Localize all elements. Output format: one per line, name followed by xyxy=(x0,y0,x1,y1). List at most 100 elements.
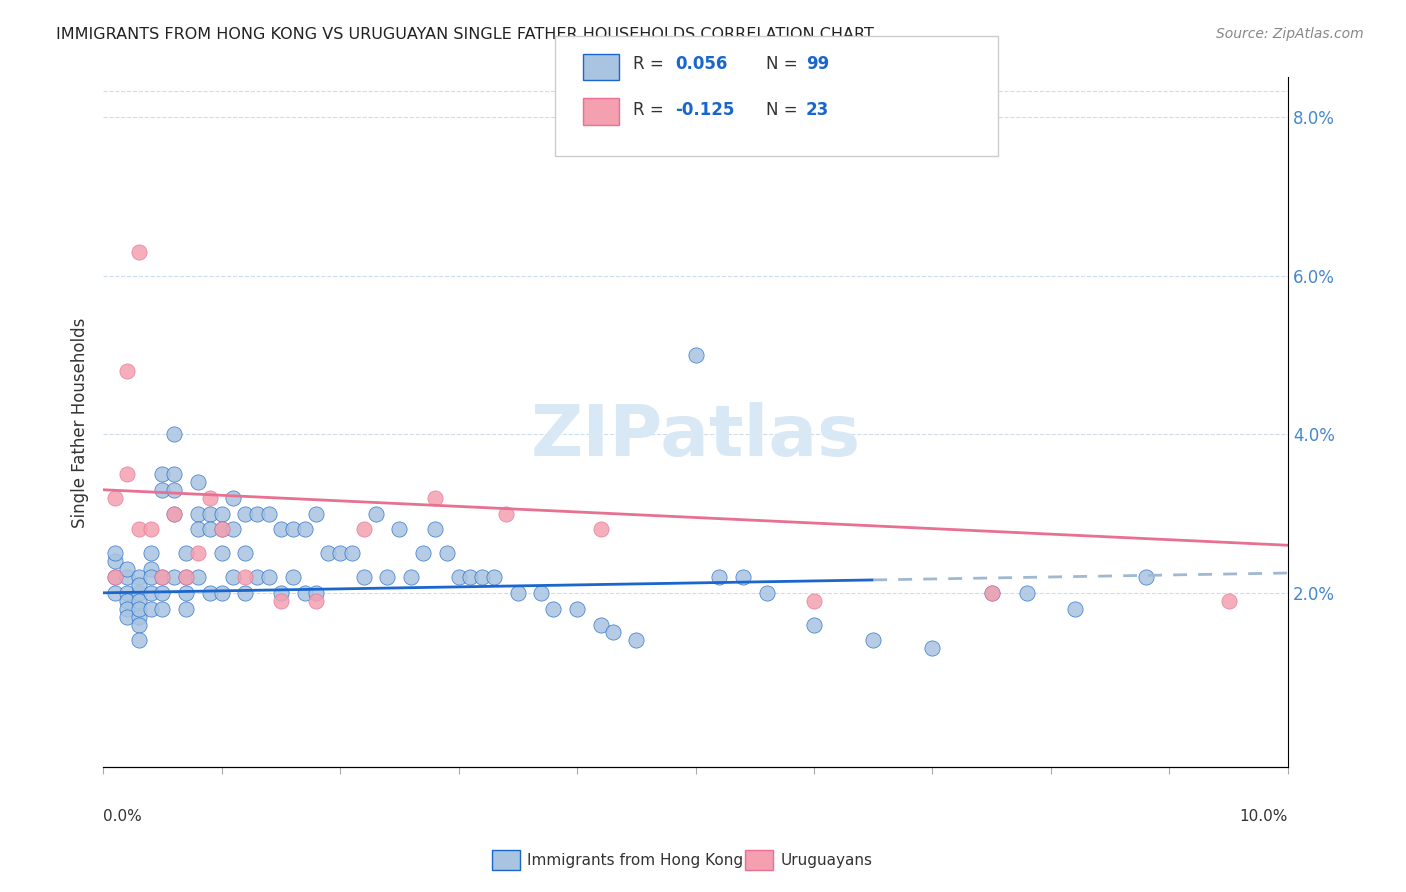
Point xyxy=(281,570,304,584)
Point xyxy=(139,601,162,615)
Point xyxy=(115,593,138,607)
Point xyxy=(222,522,245,536)
Text: Source: ZipAtlas.com: Source: ZipAtlas.com xyxy=(1216,27,1364,41)
Point xyxy=(198,522,221,536)
Point xyxy=(270,593,292,607)
Point xyxy=(340,546,363,560)
Point xyxy=(104,570,127,584)
Point xyxy=(163,467,186,481)
Point xyxy=(115,570,138,584)
Text: 99: 99 xyxy=(806,55,830,73)
Point xyxy=(128,601,150,615)
Point xyxy=(128,570,150,584)
Point xyxy=(980,586,1002,600)
Point xyxy=(150,483,173,497)
Point xyxy=(1017,586,1039,600)
Point xyxy=(589,617,612,632)
Point xyxy=(211,522,233,536)
Point xyxy=(482,570,505,584)
Point xyxy=(198,507,221,521)
Text: Uruguayans: Uruguayans xyxy=(780,854,872,868)
Point xyxy=(316,546,339,560)
Point xyxy=(305,586,328,600)
Point xyxy=(329,546,352,560)
Point xyxy=(187,475,209,489)
Point xyxy=(139,570,162,584)
Point xyxy=(506,586,529,600)
Point xyxy=(709,570,731,584)
Text: N =: N = xyxy=(766,55,803,73)
Point xyxy=(803,593,825,607)
Point xyxy=(174,570,197,584)
Point xyxy=(270,522,292,536)
Point xyxy=(399,570,422,584)
Text: 0.0%: 0.0% xyxy=(103,809,142,823)
Point xyxy=(246,570,269,584)
Y-axis label: Single Father Households: Single Father Households xyxy=(72,318,89,527)
Point xyxy=(163,483,186,497)
Point xyxy=(128,586,150,600)
Point xyxy=(222,570,245,584)
Point xyxy=(1135,570,1157,584)
Point xyxy=(174,601,197,615)
Point xyxy=(294,522,316,536)
Point xyxy=(353,570,375,584)
Text: Immigrants from Hong Kong: Immigrants from Hong Kong xyxy=(527,854,744,868)
Point xyxy=(139,522,162,536)
Point xyxy=(412,546,434,560)
Point xyxy=(364,507,387,521)
Point xyxy=(1218,593,1240,607)
Point xyxy=(163,427,186,442)
Point xyxy=(233,507,256,521)
Point xyxy=(198,491,221,505)
Point xyxy=(543,601,565,615)
Point xyxy=(530,586,553,600)
Text: 23: 23 xyxy=(806,101,830,119)
Point xyxy=(104,554,127,568)
Point xyxy=(803,617,825,632)
Point xyxy=(187,546,209,560)
Point xyxy=(423,522,446,536)
Text: ZIPatlas: ZIPatlas xyxy=(530,401,860,471)
Point xyxy=(150,467,173,481)
Point xyxy=(128,578,150,592)
Point xyxy=(495,507,517,521)
Point xyxy=(921,641,943,656)
Point xyxy=(104,546,127,560)
Text: N =: N = xyxy=(766,101,803,119)
Point xyxy=(353,522,375,536)
Point xyxy=(128,609,150,624)
Point xyxy=(198,586,221,600)
Point xyxy=(460,570,482,584)
Point xyxy=(377,570,399,584)
Point xyxy=(139,562,162,576)
Text: R =: R = xyxy=(633,101,669,119)
Point xyxy=(150,601,173,615)
Point xyxy=(211,507,233,521)
Point xyxy=(685,348,707,362)
Point xyxy=(115,586,138,600)
Point xyxy=(755,586,778,600)
Point xyxy=(388,522,411,536)
Point xyxy=(305,507,328,521)
Point xyxy=(1063,601,1085,615)
Point xyxy=(447,570,470,584)
Point xyxy=(246,507,269,521)
Point xyxy=(128,244,150,259)
Point xyxy=(270,586,292,600)
Point xyxy=(233,586,256,600)
Point xyxy=(104,586,127,600)
Text: 0.056: 0.056 xyxy=(675,55,727,73)
Point xyxy=(139,586,162,600)
Point xyxy=(150,586,173,600)
Point xyxy=(150,570,173,584)
Point xyxy=(128,617,150,632)
Point xyxy=(163,570,186,584)
Point xyxy=(104,491,127,505)
Point xyxy=(187,507,209,521)
Point xyxy=(211,522,233,536)
Point xyxy=(174,586,197,600)
Point xyxy=(294,586,316,600)
Point xyxy=(128,633,150,648)
Point xyxy=(163,507,186,521)
